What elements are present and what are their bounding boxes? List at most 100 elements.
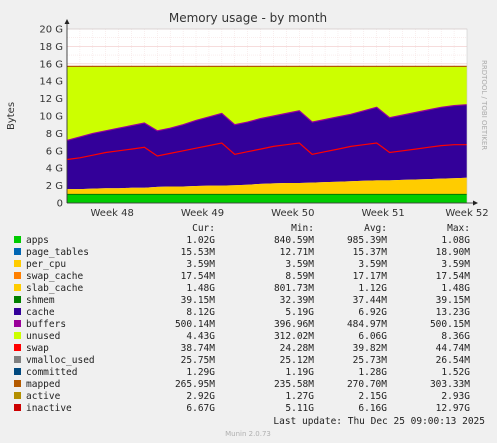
legend-cur-value: 265.95M	[175, 379, 215, 390]
y-tick-label: 10 G	[39, 112, 63, 123]
legend-row: page_tables 15.53M 12.71M 15.37M 18.90M	[14, 247, 470, 258]
legend-cur-value: 500.14M	[175, 319, 215, 330]
legend-min-value: 3.59M	[285, 259, 314, 270]
legend-series-name: swap	[26, 343, 49, 354]
legend-series-name: page_tables	[26, 247, 89, 258]
chart-title: Memory usage - by month	[169, 11, 327, 25]
legend-cur-value: 4.43G	[186, 331, 215, 342]
legend-swatch	[14, 308, 21, 315]
legend-series-name: committed	[26, 367, 77, 378]
legend-min-value: 25.12M	[280, 355, 315, 366]
legend-row: unused 4.43G 312.02M 6.06G 8.36G	[14, 331, 470, 342]
legend-min-value: 12.71M	[280, 247, 315, 258]
legend-series-name: per_cpu	[26, 259, 66, 270]
legend-row: shmem 39.15M 32.39M 37.44M 39.15M	[14, 295, 470, 306]
legend-row: swap_cache 17.54M 8.59M 17.17M 17.54M	[14, 271, 470, 282]
legend-series-name: active	[26, 391, 61, 402]
legend-max-value: 39.15M	[436, 295, 471, 306]
legend-max-value: 8.36G	[441, 331, 470, 342]
legend-avg-value: 484.97M	[347, 319, 387, 330]
legend-min-value: 801.73M	[274, 283, 314, 294]
y-tick-label: 14 G	[39, 77, 63, 88]
legend-swatch	[14, 272, 21, 279]
legend-avg-value: 6.16G	[358, 403, 387, 414]
legend-swatch	[14, 392, 21, 399]
legend-avg-value: 985.39M	[347, 235, 387, 246]
y-tick-label: 18 G	[39, 42, 63, 53]
line-shmem	[66, 104, 468, 141]
legend-avg-value: 37.44M	[353, 295, 388, 306]
legend-row: buffers 500.14M 396.96M 484.97M 500.15M	[14, 319, 470, 330]
legend-min-value: 5.11G	[285, 403, 314, 414]
legend-max-value: 12.97G	[436, 403, 471, 414]
legend-row: active 2.92G 1.27G 2.15G 2.93G	[14, 391, 470, 402]
area-apps	[67, 194, 467, 203]
legend-swatch	[14, 368, 21, 375]
legend-series-name: vmalloc_used	[26, 355, 95, 366]
y-tick-label: 6 G	[46, 146, 63, 157]
legend-avg-value: 39.82M	[353, 343, 388, 354]
legend-row: per_cpu 3.59M 3.59M 3.59M 3.59M	[14, 259, 470, 270]
legend-cur-value: 1.02G	[186, 235, 215, 246]
legend-series-name: buffers	[26, 319, 66, 330]
legend-swatch	[14, 380, 21, 387]
legend-avg-value: 3.59M	[358, 259, 387, 270]
legend-series-name: unused	[26, 331, 60, 342]
munin-version-footer: Munin 2.0.73	[225, 430, 271, 438]
legend-series-name: inactive	[26, 403, 72, 414]
legend-max-value: 13.23G	[436, 307, 471, 318]
plot-area	[64, 19, 478, 206]
legend-row: vmalloc_used 25.75M 25.12M 25.73M 26.54M	[14, 355, 470, 366]
legend-header-min: Min:	[291, 223, 314, 234]
legend-series-name: swap_cache	[26, 271, 83, 282]
legend-cur-value: 8.12G	[186, 307, 215, 318]
legend-row: slab_cache 1.48G 801.73M 1.12G 1.48G	[14, 283, 470, 294]
x-axis-arrow	[473, 200, 478, 206]
legend-cur-value: 2.92G	[186, 391, 215, 402]
legend-min-value: 235.58M	[274, 379, 314, 390]
x-tick-label: Week 51	[361, 208, 404, 219]
legend-max-value: 18.90M	[436, 247, 471, 258]
legend-cur-value: 15.53M	[181, 247, 216, 258]
legend: Cur: Min: Avg: Max: apps 1.02G 840.59M 985.…	[14, 223, 470, 414]
last-update-text: Last update: Thu Dec 25 09:00:13 2025	[273, 416, 485, 427]
legend-min-value: 1.27G	[285, 391, 314, 402]
y-tick-label: 16 G	[39, 59, 63, 70]
legend-max-value: 44.74M	[436, 343, 471, 354]
legend-avg-value: 6.92G	[358, 307, 387, 318]
legend-avg-value: 2.15G	[358, 391, 387, 402]
y-axis-label: Bytes	[6, 102, 17, 130]
line-buffers	[66, 142, 467, 161]
legend-min-value: 312.02M	[274, 331, 314, 342]
legend-cur-value: 3.59M	[186, 259, 215, 270]
legend-swatch	[14, 236, 21, 243]
legend-series-name: slab_cache	[26, 283, 83, 294]
legend-swatch	[14, 248, 21, 255]
legend-series-name: cache	[26, 307, 55, 318]
y-axis-ticks: 0 2 G 4 G 6 G 8 G 10 G 12 G 14 G 16 G 18 G 20 G	[39, 25, 63, 210]
area-cache	[67, 66, 467, 141]
y-tick-label: 0	[57, 199, 63, 210]
legend-max-value: 500.15M	[430, 319, 470, 330]
x-tick-label: Week 50	[271, 208, 314, 219]
legend-row: committed 1.29G 1.19G 1.28G 1.52G	[14, 367, 470, 378]
legend-min-value: 8.59M	[285, 271, 314, 282]
legend-max-value: 3.59M	[441, 259, 470, 270]
legend-min-value: 1.19G	[285, 367, 314, 378]
legend-max-value: 17.54M	[436, 271, 471, 282]
legend-cur-value: 39.15M	[181, 295, 216, 306]
legend-row: inactive 6.67G 5.11G 6.16G 12.97G	[14, 403, 470, 414]
y-tick-label: 8 G	[46, 129, 63, 140]
legend-swatch	[14, 284, 21, 291]
legend-swatch	[14, 320, 21, 327]
legend-min-value: 5.19G	[285, 307, 314, 318]
rrdtool-side-label: RRDTOOL / TOBI OETIKER	[480, 60, 488, 150]
legend-min-value: 396.96M	[274, 319, 314, 330]
x-tick-label: Week 49	[181, 208, 224, 219]
legend-swatch	[14, 332, 21, 339]
legend-max-value: 303.33M	[430, 379, 470, 390]
legend-avg-value: 6.06G	[358, 331, 387, 342]
area-slab-cache	[67, 104, 467, 190]
legend-avg-value: 1.12G	[358, 283, 387, 294]
